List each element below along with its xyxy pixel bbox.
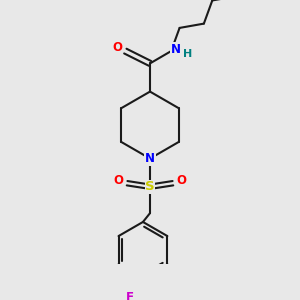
Text: N: N <box>145 152 155 165</box>
Text: N: N <box>170 43 181 56</box>
Text: O: O <box>112 41 122 54</box>
Text: O: O <box>177 174 187 187</box>
Text: S: S <box>145 180 155 193</box>
Text: O: O <box>113 174 123 187</box>
Text: H: H <box>183 49 193 59</box>
Text: F: F <box>126 291 134 300</box>
